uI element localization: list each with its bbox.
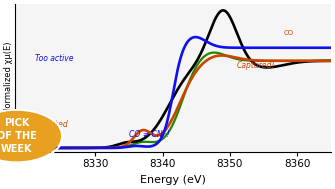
- Text: CO ≠ CN⁻!: CO ≠ CN⁻!: [129, 130, 170, 139]
- X-axis label: Energy (eV): Energy (eV): [140, 175, 206, 185]
- Y-axis label: Normalized χμ(E): Normalized χμ(E): [4, 42, 13, 115]
- Text: Too active: Too active: [35, 54, 73, 64]
- Text: CO: CO: [284, 30, 294, 36]
- Text: PICK
OF THE
WEEK: PICK OF THE WEEK: [0, 118, 37, 154]
- Text: Inhibited: Inhibited: [35, 120, 68, 129]
- Text: Captured!: Captured!: [237, 60, 275, 70]
